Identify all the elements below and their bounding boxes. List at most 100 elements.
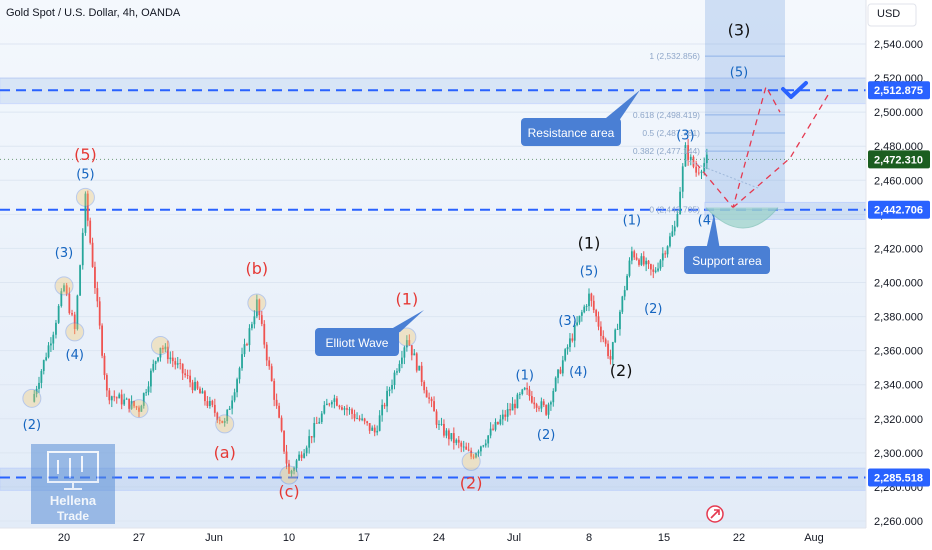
candle-body-up <box>666 246 669 255</box>
candle-body-up <box>566 347 569 350</box>
candle-body-down <box>509 409 512 411</box>
wave-label: (5) <box>76 168 94 183</box>
wave-label: (5) <box>730 65 748 80</box>
candle-body-up <box>325 403 328 406</box>
price-tick-label: 2,320.000 <box>874 414 923 426</box>
candle-body-down <box>113 396 116 398</box>
candle-body-up <box>248 328 251 346</box>
elliott-callout-label: Elliott Wave <box>326 336 389 350</box>
grid <box>0 43 866 522</box>
candle-body-down <box>530 396 533 403</box>
candle-body-up <box>118 394 121 399</box>
elliott-callout: Elliott Wave <box>315 310 424 356</box>
candle-body-down <box>433 401 435 412</box>
candle-body-up <box>233 392 236 401</box>
candle-body-up <box>628 260 631 276</box>
candle-body-up <box>489 428 492 436</box>
candle-body-up <box>511 403 514 411</box>
candle-body-down <box>300 454 303 458</box>
price-tick-label: 2,540.000 <box>874 39 923 51</box>
candle-body-up <box>313 423 316 438</box>
candle-body-down <box>263 323 266 345</box>
watermark-line2: Trade <box>57 509 89 523</box>
wave-label: (c) <box>278 482 299 501</box>
candle-body-up <box>42 360 45 372</box>
candle-body-up <box>361 418 364 420</box>
bottom-support-zone <box>0 467 867 491</box>
candle-body-up <box>238 368 241 380</box>
candle-body-down <box>642 256 645 265</box>
candle-body-down <box>73 314 76 329</box>
candle-body-down <box>545 405 548 415</box>
event-icon[interactable] <box>706 505 724 523</box>
candle-body-up <box>455 439 458 443</box>
candle-body-down <box>94 266 96 289</box>
candle-body-up <box>578 315 581 323</box>
price-tag-label: 2,442.706 <box>874 205 923 217</box>
candle-body-up <box>611 342 614 360</box>
time-tick-label: 10 <box>283 532 295 544</box>
wave-label: (4) <box>569 365 587 380</box>
support-curve <box>705 207 779 229</box>
candle-body-up <box>52 334 55 344</box>
candle-body-down <box>310 436 313 438</box>
candle-body-down <box>108 390 111 401</box>
elliott-callout-pointer <box>386 310 424 332</box>
candle-body-down <box>273 381 276 400</box>
time-tick-label: 24 <box>433 532 445 544</box>
candle-body-down <box>465 446 468 450</box>
candle-body-down <box>335 398 338 406</box>
candle-body-down <box>133 401 135 407</box>
pivot-circle <box>279 465 299 485</box>
candle-body-down <box>609 356 612 360</box>
candle-body-up <box>661 253 664 261</box>
wave-label: (3) <box>558 314 576 329</box>
candle-body-up <box>251 324 253 329</box>
candle-body-up <box>290 470 293 474</box>
candle-body-down <box>607 343 609 357</box>
candle-body-up <box>308 436 311 448</box>
candle-body-down <box>315 423 318 424</box>
candle-body-up <box>60 291 63 307</box>
time-tick-label: 20 <box>58 532 70 544</box>
wave-label: (a) <box>214 443 236 462</box>
watermark-logo: Hellena Trade <box>31 444 115 524</box>
candle-body-down <box>86 193 89 221</box>
candle-body-up <box>169 357 172 360</box>
currency-label[interactable]: USD <box>877 8 900 20</box>
candle-body-up <box>487 435 490 444</box>
projection-path-long <box>732 91 831 209</box>
candle-body-up <box>323 405 326 414</box>
candle-body-up <box>623 290 626 297</box>
candle-body-down <box>341 407 343 410</box>
candle-body-down <box>258 299 261 316</box>
candle-body-up <box>320 413 323 422</box>
candle-body-down <box>692 156 695 167</box>
pivot-circle <box>22 388 42 408</box>
candle-body-down <box>283 430 285 452</box>
candle-body-up <box>518 394 521 395</box>
candle-body-up <box>669 236 671 247</box>
candle-body-up <box>516 394 519 409</box>
wave-label: (2) <box>23 418 41 433</box>
candle-body-down <box>472 456 475 458</box>
candle-body-up <box>84 193 87 233</box>
candle-body-down <box>533 402 536 405</box>
candle-body-up <box>564 349 567 361</box>
candle-body-up <box>201 391 204 394</box>
candle-body-up <box>243 344 246 355</box>
candle-body-down <box>68 293 71 314</box>
candle-body-down <box>687 145 690 160</box>
candle-body-down <box>115 397 118 399</box>
candle-body-down <box>592 300 595 311</box>
price-tick-label: 2,460.000 <box>874 175 923 187</box>
candle-body-down <box>460 442 463 447</box>
candle-body-up <box>521 389 524 395</box>
price-axis: 2,540.0002,520.0002,500.0002,480.0002,46… <box>865 0 932 550</box>
candle-body-up <box>626 275 628 291</box>
candle-body-up <box>630 251 633 261</box>
time-axis-bg <box>0 528 866 550</box>
currency-box[interactable] <box>867 3 917 27</box>
candle-body-up <box>616 329 619 330</box>
